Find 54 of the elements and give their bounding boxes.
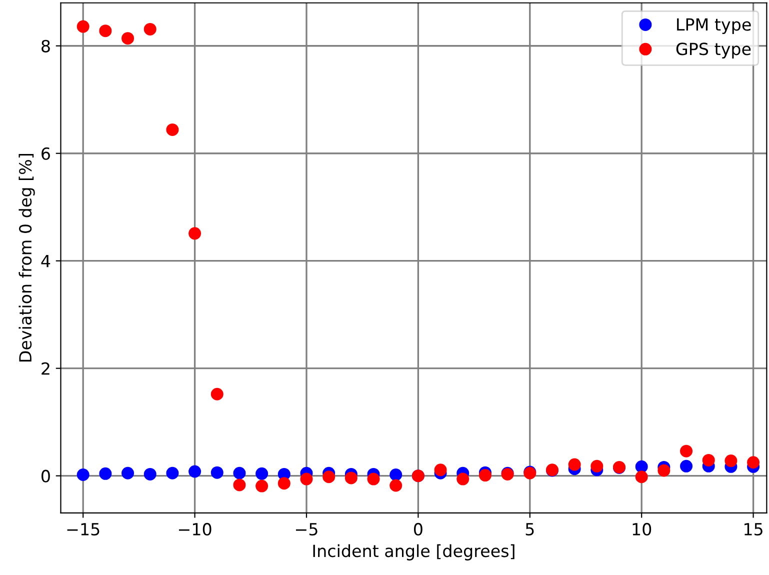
x-tick-label: 15 bbox=[744, 523, 762, 536]
point bbox=[122, 32, 134, 45]
x-tick-label: −15 bbox=[67, 523, 100, 536]
point bbox=[322, 470, 336, 484]
point bbox=[166, 466, 179, 480]
point bbox=[367, 472, 380, 486]
x-tick-label: 10 bbox=[632, 522, 652, 536]
point bbox=[76, 468, 90, 481]
point bbox=[390, 479, 402, 492]
legend-label: LPM type bbox=[677, 18, 751, 34]
point bbox=[300, 472, 313, 486]
y-tick-label: 4 bbox=[41, 255, 50, 268]
x-tick-label: −10 bbox=[178, 522, 212, 536]
y-tick-label: 6 bbox=[42, 147, 50, 160]
point bbox=[233, 466, 246, 480]
x-tick-label: 0 bbox=[414, 522, 422, 536]
point bbox=[99, 467, 112, 480]
x-tick-label: −5 bbox=[296, 523, 318, 536]
point bbox=[590, 460, 604, 472]
y-tick-label: 0 bbox=[42, 470, 50, 482]
legend-label: GPS type bbox=[676, 42, 751, 58]
point bbox=[76, 20, 90, 33]
point bbox=[680, 444, 693, 458]
point bbox=[188, 227, 202, 240]
point bbox=[702, 454, 715, 466]
point bbox=[188, 465, 202, 478]
point bbox=[635, 470, 648, 484]
point bbox=[344, 472, 358, 484]
x-axis-title: Incident angle [degrees] bbox=[313, 544, 514, 560]
point bbox=[210, 388, 224, 400]
point bbox=[166, 123, 179, 136]
point bbox=[680, 460, 693, 472]
point bbox=[144, 22, 156, 36]
point bbox=[122, 466, 134, 480]
point bbox=[256, 467, 268, 480]
point bbox=[478, 469, 492, 482]
point bbox=[635, 460, 648, 473]
y-tick-label: 8 bbox=[42, 40, 50, 52]
point bbox=[724, 454, 738, 468]
point bbox=[434, 464, 447, 476]
point bbox=[99, 24, 112, 38]
point bbox=[568, 458, 581, 471]
point bbox=[390, 468, 402, 481]
y-tick-label: 2 bbox=[42, 362, 50, 375]
point bbox=[747, 456, 760, 469]
point bbox=[144, 468, 156, 480]
point bbox=[233, 478, 246, 492]
point bbox=[658, 464, 670, 477]
point bbox=[210, 466, 224, 479]
point bbox=[278, 477, 290, 490]
point bbox=[256, 480, 268, 492]
x-tick-label: 5 bbox=[526, 523, 534, 536]
point bbox=[456, 472, 470, 486]
y-axis-title: Deviation from 0 deg [%] bbox=[18, 154, 35, 362]
